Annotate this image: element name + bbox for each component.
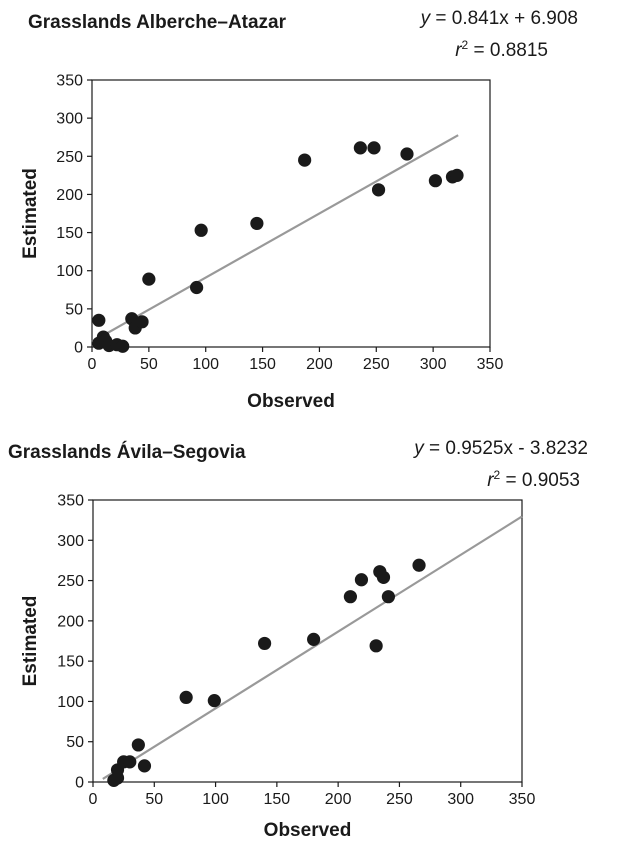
x-axis-label: Observed xyxy=(247,391,335,412)
equation-rhs: = 0.841x + 6.908 xyxy=(435,8,578,29)
x-tick-label: 0 xyxy=(88,356,97,373)
r-squared-value: = 0.8815 xyxy=(473,40,549,61)
y-tick-label: 100 xyxy=(57,694,84,711)
y-tick-label: 150 xyxy=(56,225,83,242)
data-point xyxy=(354,573,369,587)
equation-rhs: = 0.9525x - 3.8232 xyxy=(429,438,588,459)
data-point xyxy=(369,639,383,653)
data-point xyxy=(428,174,443,188)
x-tick-label: 350 xyxy=(477,356,504,373)
data-point xyxy=(450,168,464,182)
y-tick-label: 300 xyxy=(56,111,83,128)
trendline xyxy=(91,134,459,343)
y-tick-label: 350 xyxy=(57,493,84,510)
scatter-plot: 0 50 100 150 200 250 300 350 0 50 100 150 200 250 300 3… xyxy=(20,493,536,841)
regression-equation: y = 0.841x + 6.908 xyxy=(421,8,578,30)
y-tick-label: 50 xyxy=(65,301,83,318)
chart-panel-alberche: Grasslands Alberche–Atazar y = 0.841x + … xyxy=(0,0,632,420)
data-point xyxy=(194,223,208,237)
x-tick-label: 100 xyxy=(202,791,229,808)
data-point xyxy=(135,315,149,329)
y-axis-label: Estimated xyxy=(20,596,41,687)
data-point xyxy=(123,755,137,769)
data-point xyxy=(343,590,357,604)
data-point xyxy=(142,272,156,286)
data-point xyxy=(381,590,395,604)
r-squared-variable: r xyxy=(487,470,494,491)
r-squared-exponent: 2 xyxy=(461,38,469,52)
trendline xyxy=(102,515,523,780)
data-point xyxy=(367,141,381,155)
y-tick-label: 100 xyxy=(56,263,83,280)
y-tick-label: 150 xyxy=(57,654,84,671)
data-point xyxy=(400,147,414,161)
data-point xyxy=(298,153,312,167)
x-tick-label: 300 xyxy=(447,791,474,808)
data-point xyxy=(412,558,426,572)
r-squared: r2 = 0.9053 xyxy=(487,468,580,492)
scatter-plot: 0 50 100 150 200 250 300 350 0 50 100 150 200 250 300 3… xyxy=(20,73,504,413)
x-tick-label: 300 xyxy=(420,356,447,373)
data-point xyxy=(207,694,221,708)
y-tick-label: 0 xyxy=(75,775,84,792)
r-squared: r2 = 0.8815 xyxy=(455,38,548,62)
x-tick-label: 100 xyxy=(192,356,219,373)
y-tick-label: 0 xyxy=(74,340,83,357)
x-tick-label: 250 xyxy=(363,356,390,373)
r-squared-variable: r xyxy=(455,40,462,61)
x-tick-label: 200 xyxy=(325,791,352,808)
x-tick-label: 0 xyxy=(89,791,98,808)
data-point xyxy=(376,570,391,584)
equation-variable: y xyxy=(420,8,431,29)
y-axis-label: Estimated xyxy=(20,168,41,259)
data-point xyxy=(258,636,272,651)
data-point xyxy=(371,183,386,197)
data-point xyxy=(179,690,193,704)
y-tick-label: 250 xyxy=(56,149,83,166)
chart-panel-avila: Grasslands Ávila–Segovia y = 0.9525x - 3… xyxy=(0,420,632,841)
y-tick-label: 300 xyxy=(57,533,84,550)
regression-equation: y = 0.9525x - 3.8232 xyxy=(414,438,588,460)
y-tick-label: 50 xyxy=(66,734,84,751)
equation-variable: y xyxy=(414,438,424,459)
plot-frame xyxy=(92,499,523,783)
data-point xyxy=(353,141,367,155)
data-point xyxy=(92,313,106,327)
x-tick-label: 50 xyxy=(145,791,163,808)
r-squared-value: = 0.9053 xyxy=(505,470,581,491)
y-tick-label: 350 xyxy=(56,73,83,90)
data-point xyxy=(131,738,145,752)
x-tick-label: 150 xyxy=(249,356,276,373)
data-point xyxy=(137,759,152,773)
x-axis-label: Observed xyxy=(264,820,352,841)
plot-frame xyxy=(91,79,491,348)
data-point xyxy=(307,632,321,646)
r-squared-exponent: 2 xyxy=(493,468,501,482)
x-tick-label: 50 xyxy=(140,356,158,373)
y-tick-label: 250 xyxy=(57,573,84,590)
chart-title: Grasslands Ávila–Segovia xyxy=(8,442,246,463)
x-tick-label: 250 xyxy=(386,791,413,808)
y-tick-label: 200 xyxy=(56,187,83,204)
x-tick-label: 350 xyxy=(509,791,536,808)
x-tick-label: 150 xyxy=(264,791,291,808)
y-tick-label: 200 xyxy=(57,613,84,630)
chart-title: Grasslands Alberche–Atazar xyxy=(28,12,287,33)
data-point xyxy=(250,216,264,231)
data-point xyxy=(190,280,204,295)
data-point xyxy=(116,339,130,353)
x-tick-label: 200 xyxy=(306,356,333,373)
